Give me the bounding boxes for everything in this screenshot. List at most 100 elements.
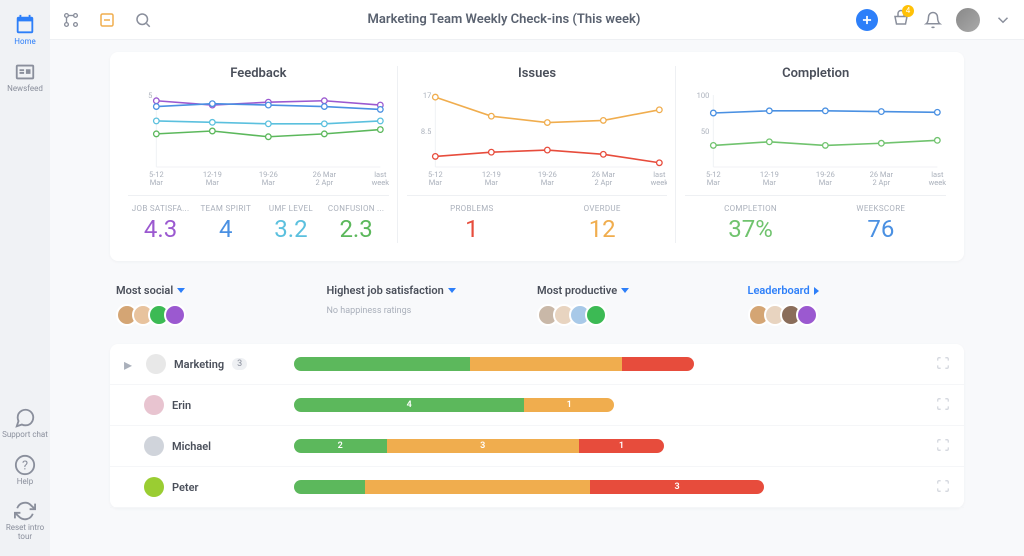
svg-text:Mar: Mar	[428, 178, 442, 187]
metric[interactable]: OVERDUE12	[537, 204, 667, 243]
avatar[interactable]	[164, 304, 186, 326]
caret-down-icon	[621, 288, 629, 293]
metric[interactable]: COMPLETION37%	[685, 204, 815, 243]
topbar-right: 4	[856, 8, 1012, 32]
widget-leaderboard: Leaderboard	[748, 279, 959, 326]
caret-right-icon	[814, 287, 819, 295]
metric[interactable]: JOB SATISFA...4.3	[128, 204, 193, 243]
bar-segment: 4	[294, 398, 524, 412]
svg-text:Mar: Mar	[819, 178, 833, 187]
progress-bar	[294, 357, 694, 371]
sidebar-top: Home Newsfeed	[1, 8, 49, 401]
avatar[interactable]	[585, 304, 607, 326]
bar-segment	[622, 357, 694, 371]
content: Feedback 55-12Mar12-19Mar19-26Mar26 Mar2…	[50, 40, 1024, 556]
bar-segment: 1	[524, 398, 614, 412]
svg-text:week: week	[372, 178, 389, 187]
bar-segment	[470, 357, 622, 371]
avatar[interactable]	[796, 304, 818, 326]
minus-square-icon[interactable]	[98, 11, 116, 29]
metric[interactable]: CONFUSION ...2.3	[324, 204, 389, 243]
sidebar-item-home[interactable]: Home	[1, 8, 49, 53]
chevron-down-icon[interactable]	[994, 11, 1012, 29]
widget-productive: Most productive	[537, 279, 748, 326]
widget-satisfaction-title[interactable]: Highest job satisfaction	[327, 284, 456, 297]
user-avatar[interactable]	[956, 8, 980, 32]
metric[interactable]: WEEKSCORE76	[816, 204, 946, 243]
svg-text:50: 50	[701, 127, 709, 136]
team-row[interactable]: ▸Marketing3	[110, 344, 964, 385]
basket-icon[interactable]: 4	[892, 9, 910, 31]
expand-icon[interactable]	[936, 478, 950, 497]
leaderboard-avatars	[748, 304, 959, 326]
expand-icon[interactable]	[936, 396, 950, 415]
calendar-icon	[14, 14, 36, 36]
row-name: Marketing	[174, 358, 224, 371]
sidebar-bottom: Support chat ? Help Reset intro tour	[1, 401, 49, 556]
svg-text:2 Apr: 2 Apr	[315, 178, 333, 187]
bar-segment	[365, 480, 591, 494]
chat-icon	[14, 407, 36, 429]
search-icon[interactable]	[134, 11, 152, 29]
team-row[interactable]: Peter 3	[110, 467, 964, 508]
row-avatar	[144, 436, 164, 456]
bar-segment	[294, 357, 470, 371]
bar-segment	[294, 480, 365, 494]
sidebar-label-support: Support chat	[2, 431, 48, 440]
completion-metrics: COMPLETION37%WEEKSCORE76	[685, 195, 946, 243]
refresh-icon	[14, 500, 36, 522]
metric[interactable]: UMF LEVEL3.2	[258, 204, 323, 243]
metric[interactable]: PROBLEMS1	[407, 204, 537, 243]
help-icon: ?	[14, 454, 36, 476]
svg-text:100: 100	[697, 91, 710, 100]
chevron-right-icon[interactable]: ▸	[124, 355, 132, 374]
issues-title: Issues	[407, 66, 668, 81]
row-name: Peter	[172, 481, 198, 494]
widget-leaderboard-title[interactable]: Leaderboard	[748, 284, 819, 297]
row-name: Michael	[172, 440, 211, 453]
expand-icon[interactable]	[936, 437, 950, 456]
svg-text:Mar: Mar	[206, 178, 220, 187]
svg-text:Mar: Mar	[707, 178, 721, 187]
sidebar: Home Newsfeed Support chat ? Help Reset …	[0, 0, 50, 556]
sidebar-label-home: Home	[14, 38, 36, 47]
sidebar-item-help[interactable]: ? Help	[1, 448, 49, 493]
expand-icon[interactable]	[936, 355, 950, 374]
svg-text:week: week	[650, 178, 667, 187]
team-row[interactable]: Erin 41	[110, 385, 964, 426]
bell-icon[interactable]	[924, 11, 942, 29]
completion-title: Completion	[685, 66, 946, 81]
productive-avatars	[537, 304, 748, 326]
team-list: ▸ Marketing 3 Erin 41 Michael 231 Peter 3	[110, 344, 964, 508]
progress-bar: 3	[294, 480, 764, 494]
widget-social-title[interactable]: Most social	[116, 284, 185, 297]
progress-bar: 231	[294, 439, 664, 453]
row-avatar	[144, 477, 164, 497]
metric-cards: Feedback 55-12Mar12-19Mar19-26Mar26 Mar2…	[110, 52, 964, 261]
sidebar-item-support[interactable]: Support chat	[1, 401, 49, 446]
caret-down-icon	[448, 288, 456, 293]
widgets-row: Most social Highest job satisfaction No …	[110, 279, 964, 326]
widget-productive-title[interactable]: Most productive	[537, 284, 629, 297]
feedback-metrics: JOB SATISFA...4.3TEAM SPIRIT4UMF LEVEL3.…	[128, 195, 389, 243]
feedback-card: Feedback 55-12Mar12-19Mar19-26Mar26 Mar2…	[128, 66, 389, 243]
team-row[interactable]: Michael 231	[110, 426, 964, 467]
add-button[interactable]	[856, 9, 878, 31]
metric[interactable]: TEAM SPIRIT4	[193, 204, 258, 243]
sidebar-item-newsfeed[interactable]: Newsfeed	[1, 55, 49, 100]
svg-text:?: ?	[22, 458, 28, 473]
widget-social: Most social	[116, 279, 327, 326]
widget-satisfaction: Highest job satisfaction No happiness ra…	[327, 279, 538, 326]
svg-text:5: 5	[148, 91, 152, 100]
completion-chart: 501005-12Mar12-19Mar19-26Mar26 Mar2 Aprl…	[685, 89, 946, 189]
sidebar-item-reset[interactable]: Reset intro tour	[1, 494, 49, 548]
svg-text:17: 17	[423, 91, 431, 100]
svg-text:2 Apr: 2 Apr	[594, 178, 612, 187]
issues-chart: 8.5175-12Mar12-19Mar19-26Mar26 Mar2 Aprl…	[407, 89, 668, 189]
social-avatars	[116, 304, 327, 326]
svg-text:8.5: 8.5	[421, 127, 431, 136]
network-icon[interactable]	[62, 11, 80, 29]
satisfaction-empty: No happiness ratings	[327, 306, 538, 316]
issues-metrics: PROBLEMS1OVERDUE12	[407, 195, 668, 243]
progress-bar: 41	[294, 398, 614, 412]
